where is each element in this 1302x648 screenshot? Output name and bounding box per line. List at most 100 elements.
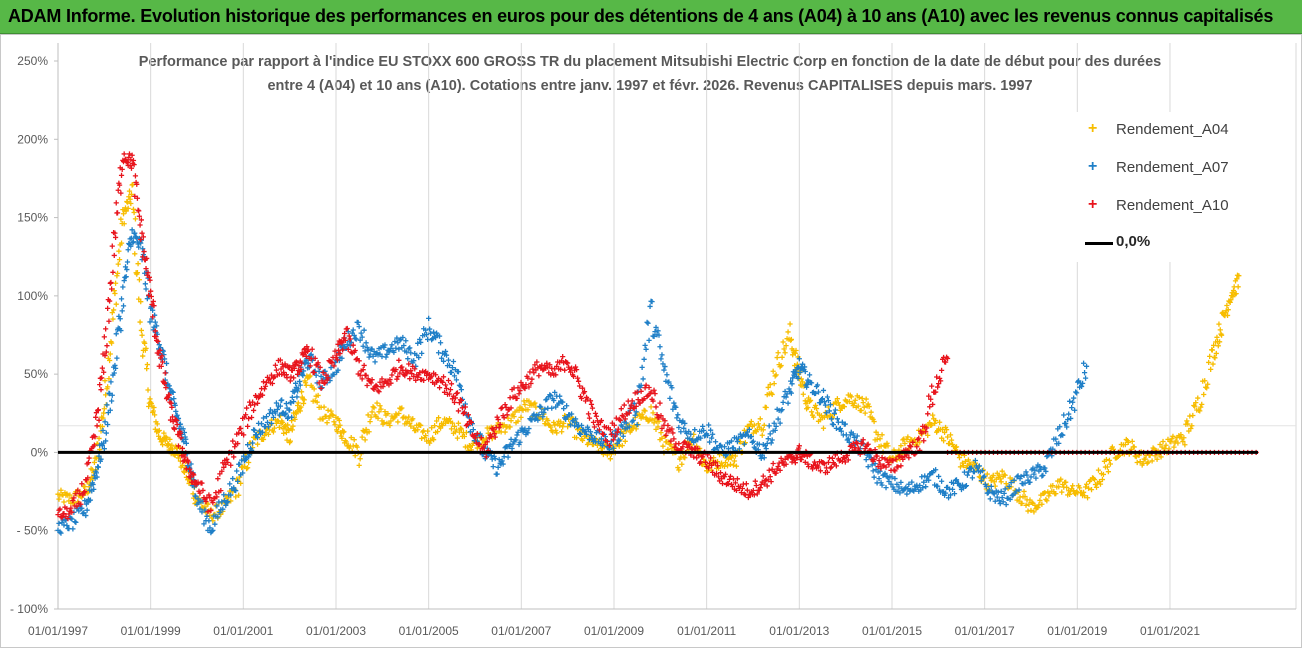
point-a07 [163,360,170,367]
point-a04 [894,457,900,463]
point-a07 [537,403,543,409]
chart-title-line-1: Performance par rapport à l'indice EU ST… [138,54,1162,70]
point-a07 [207,525,213,531]
point-a04 [362,437,368,443]
point-a10 [449,396,456,402]
point-a07 [670,406,676,412]
point-a10 [935,384,941,390]
point-a07 [514,432,520,438]
point-a07 [923,484,929,490]
point-a07 [815,389,822,395]
point-a04 [1195,395,1201,401]
point-a10 [459,405,466,411]
point-a10 [774,466,780,472]
point-a10 [66,511,72,517]
point-a07 [526,425,532,432]
point-a10 [159,353,165,359]
point-a10 [215,476,221,482]
point-a10 [352,347,358,354]
point-a10 [404,370,410,376]
point-a04 [236,492,242,498]
point-a04 [650,410,656,416]
point-a07 [358,330,364,336]
point-a10 [638,388,644,394]
point-a04 [1204,385,1210,391]
y-tick-label: 150% [17,211,48,225]
point-a04 [937,419,943,425]
point-a04 [810,414,817,420]
point-a07 [129,227,135,233]
point-a04 [1129,438,1135,445]
point-a10 [572,364,579,370]
point-a04 [290,423,296,429]
y-tick-label: - 50% [17,524,49,538]
point-a04 [292,416,298,422]
point-a07 [1081,370,1088,376]
point-a04 [557,422,563,429]
point-a07 [773,423,779,430]
point-a07 [673,404,679,411]
point-a04 [522,402,528,408]
point-a10 [235,440,241,447]
point-a10 [134,195,141,201]
point-a04 [295,400,301,406]
point-a10 [741,491,747,497]
point-a10 [930,401,936,408]
point-a07 [1007,496,1013,503]
point-a04 [136,277,143,283]
point-a04 [148,401,154,407]
point-a07 [658,356,664,362]
point-a10 [715,474,722,480]
point-a10 [525,375,531,381]
point-a04 [1106,457,1113,463]
point-a10 [359,376,365,382]
point-a04 [871,418,877,425]
point-a07 [701,427,707,434]
point-a10 [185,459,191,465]
point-a10 [74,503,80,509]
point-a07 [998,488,1004,494]
point-a10 [128,157,134,163]
point-a10 [451,399,458,406]
point-a07 [667,395,673,402]
point-a07 [359,334,365,340]
chart-title-line-2: entre 4 (A04) et 10 ans (A10). Cotations… [267,78,1033,94]
point-a04 [1216,321,1222,327]
point-a07 [879,482,885,488]
point-a10 [415,374,421,380]
point-a07 [201,521,207,527]
x-tick-label: 01/01/2013 [769,624,829,638]
point-a10 [144,255,150,262]
point-a10 [629,398,635,404]
point-a07 [832,407,838,413]
point-a10 [796,443,802,449]
point-a07 [614,440,620,447]
point-a10 [847,443,853,449]
point-a07 [308,351,314,357]
point-a04 [1228,297,1234,303]
point-a07 [919,474,925,480]
point-a10 [706,465,712,471]
point-a04 [532,400,538,406]
point-a07 [1018,473,1024,480]
point-a07 [220,506,226,512]
point-a07 [174,412,180,418]
point-a04 [134,269,141,276]
point-a07 [750,438,756,444]
point-a04 [1137,459,1143,465]
point-a10 [776,460,782,466]
point-a10 [298,366,304,372]
point-a10 [599,431,606,437]
point-a04 [773,372,779,378]
point-a04 [782,350,788,356]
point-a04 [763,404,769,411]
point-a04 [116,256,123,263]
point-a10 [115,187,121,193]
point-a04 [419,435,425,442]
point-a04 [1218,331,1224,337]
point-a10 [534,359,540,365]
point-a10 [531,370,537,376]
point-a10 [578,395,585,402]
point-a04 [902,440,908,447]
point-a07 [1063,420,1069,427]
